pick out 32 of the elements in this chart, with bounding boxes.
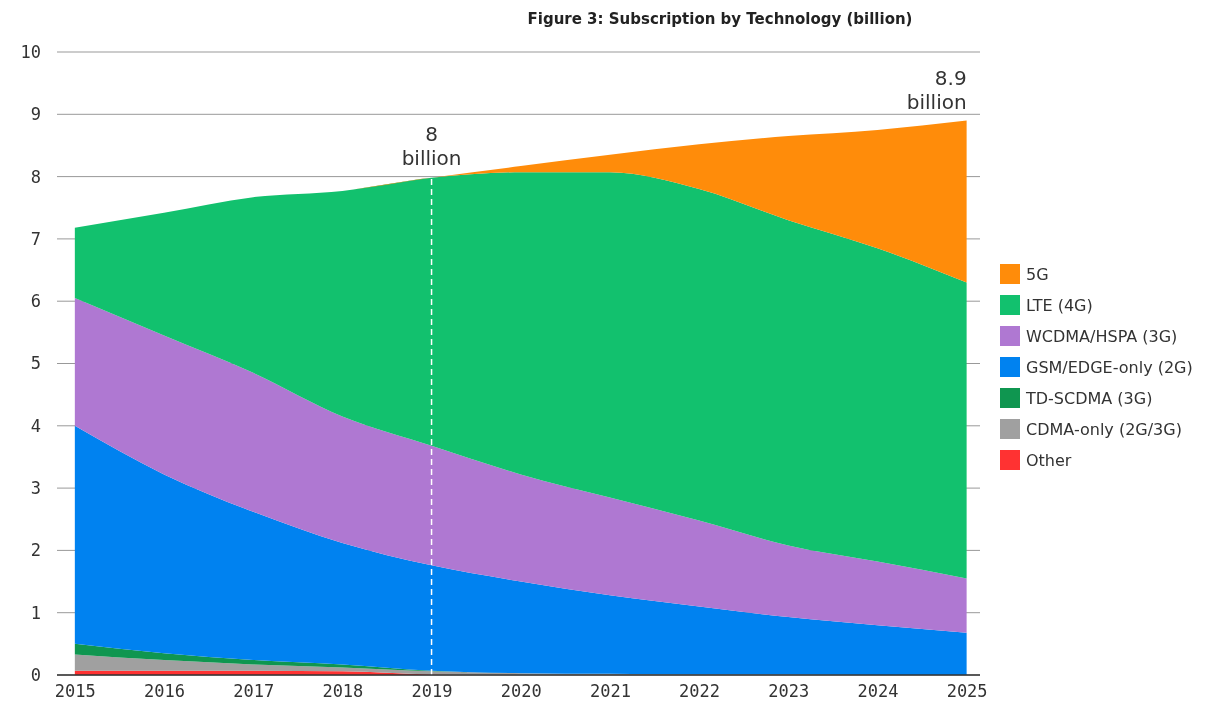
chart-title: Figure 3: Subscription by Technology (billion) bbox=[527, 10, 913, 28]
x-tick-label: 2019 bbox=[411, 681, 453, 702]
x-tick-label: 2017 bbox=[233, 681, 275, 702]
legend-label: Other bbox=[1026, 451, 1072, 470]
x-tick-label: 2025 bbox=[946, 681, 988, 702]
x-tick-label: 2022 bbox=[679, 681, 721, 702]
annotation: 8.9 billion bbox=[906, 65, 967, 114]
y-tick-label: 9 bbox=[30, 104, 41, 125]
x-tick-label: 2018 bbox=[322, 681, 364, 702]
x-tick-label: 2016 bbox=[144, 681, 185, 702]
x-tick-label: 2023 bbox=[768, 681, 810, 702]
y-tick-label: 4 bbox=[30, 415, 41, 436]
y-tick-label: 7 bbox=[30, 228, 41, 249]
annotation: 8 billion bbox=[401, 121, 462, 170]
y-tick-label: 2 bbox=[30, 540, 41, 561]
y-tick-label: 6 bbox=[30, 291, 41, 312]
x-tick-label: 2020 bbox=[500, 681, 542, 702]
y-tick-label: 0 bbox=[30, 664, 41, 685]
legend-label: GSM/EDGE-only (2G) bbox=[1026, 358, 1193, 377]
x-tick-label: 2015 bbox=[54, 681, 96, 702]
y-tick-label: 1 bbox=[30, 602, 41, 623]
legend-label: 5G bbox=[1026, 265, 1049, 284]
y-tick-label: 8 bbox=[30, 166, 41, 187]
y-tick-label: 5 bbox=[30, 353, 41, 374]
legend-label: LTE (4G) bbox=[1026, 296, 1093, 315]
y-tick-label: 10 bbox=[20, 41, 41, 62]
legend-label: TD-SCDMA (3G) bbox=[1025, 389, 1153, 408]
x-tick-label: 2024 bbox=[857, 681, 899, 702]
legend-label: WCDMA/HSPA (3G) bbox=[1026, 327, 1178, 346]
legend-label: CDMA-only (2G/3G) bbox=[1026, 420, 1182, 439]
x-tick-label: 2021 bbox=[589, 681, 631, 702]
y-tick-label: 3 bbox=[30, 478, 41, 499]
